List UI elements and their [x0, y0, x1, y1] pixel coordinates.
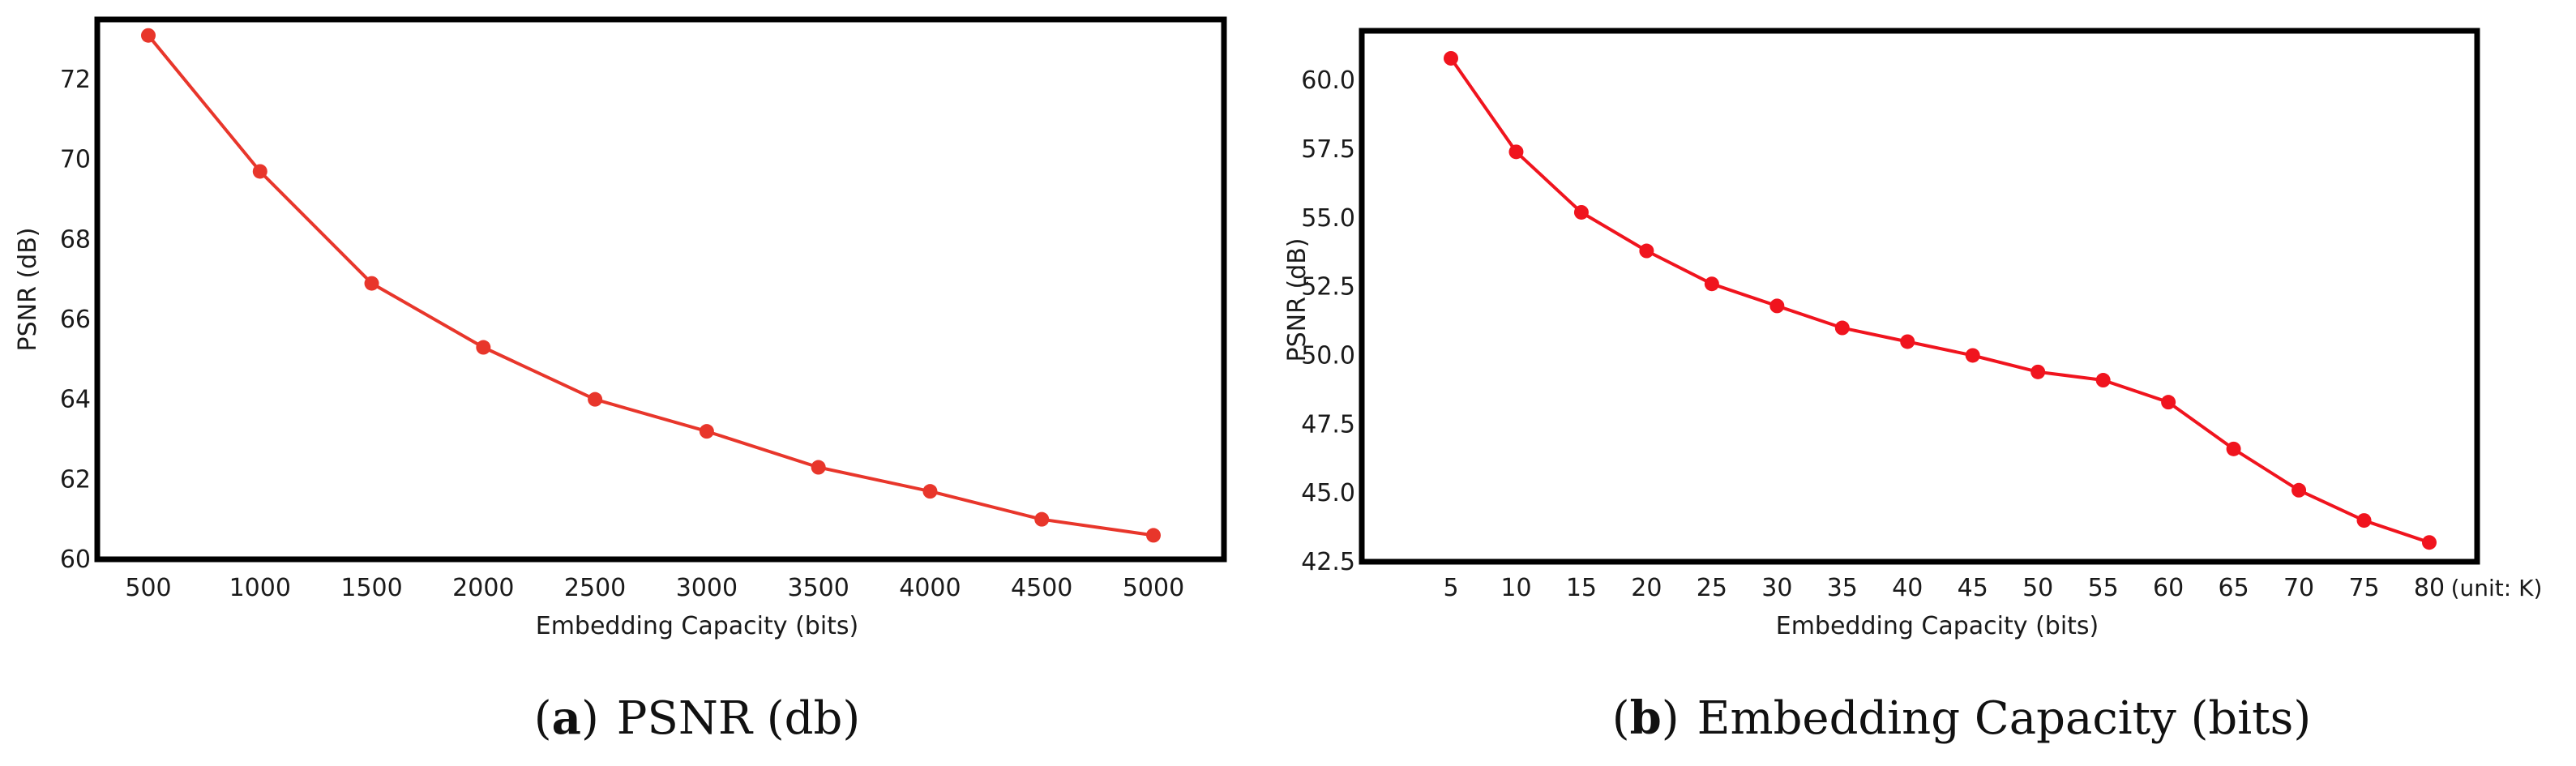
- chart-b-ytick-label: 47.5: [1301, 410, 1355, 439]
- chart-a-plot: [141, 28, 1161, 543]
- chart-a-frame: [94, 16, 1227, 563]
- chart-b-xtick-label: 70: [2283, 574, 2314, 602]
- chart-a-xtick-label: 500: [125, 574, 171, 602]
- chart-a-xticks: 500 1000 1500 2000 2500 3000 3500 4000 4500 5000: [125, 574, 1184, 602]
- chart-b-xtick-label: 5: [1443, 574, 1458, 602]
- chart-b-ytick-label: 55.0: [1301, 204, 1355, 233]
- chart-b-xtick-label: 25: [1697, 574, 1727, 602]
- chart-a-xtick-label: 2000: [452, 574, 514, 602]
- chart-b-data-point: [1965, 348, 1980, 363]
- chart-b-data-point: [1573, 204, 1589, 220]
- chart-a-data-point: [811, 460, 826, 475]
- chart-b-data-point: [2161, 395, 2176, 410]
- chart-a-xtick-label: 3500: [787, 574, 849, 602]
- chart-b-data-point: [1508, 144, 1524, 160]
- chart-b-data-point: [2291, 482, 2307, 498]
- caption-a-close: ): [581, 692, 599, 745]
- chart-a-data-point: [588, 392, 603, 407]
- chart-a-ylabel: PSNR (dB): [14, 228, 42, 352]
- chart-a-series-line: [147, 34, 1154, 537]
- caption-b-close: ): [1662, 692, 1680, 745]
- chart-b-ytick-label: 57.5: [1301, 135, 1355, 164]
- chart-a-xtick-label: 4500: [1011, 574, 1072, 602]
- chart-a-data-point: [699, 424, 714, 439]
- chart-a: PSNR (dB) Embedding Capacity (bits) 500 1…: [14, 16, 1227, 745]
- chart-b-data-point: [1639, 243, 1654, 259]
- chart-b-yticks: 42.5 45.0 47.5 50.0 52.5 55.0 57.5 60.0: [1301, 66, 1355, 576]
- chart-a-data-point: [364, 276, 379, 291]
- caption-a-text: PSNR (db): [617, 692, 860, 745]
- chart-a-ytick-label: 68: [60, 225, 91, 254]
- caption-a-letter: a: [552, 691, 581, 745]
- chart-a-data-point: [141, 28, 156, 43]
- chart-b-series-line: [1449, 57, 2430, 545]
- caption-b: (b) Embedding Capacity (bits): [1612, 691, 2312, 745]
- caption-b-letter: b: [1630, 691, 1662, 745]
- caption-a-open: (: [534, 692, 552, 745]
- chart-b-xtick-label: 50: [2022, 574, 2053, 602]
- chart-b-xtick-label: 55: [2088, 574, 2119, 602]
- chart-a-ytick-label: 62: [60, 465, 91, 494]
- chart-b-unit-note: (unit: K): [2451, 575, 2543, 601]
- chart-b-data-point: [2095, 373, 2111, 388]
- chart-b-xticks: 5 10 15 20 25 30 35 40 45 50 55 60 65 70 75 80: [1443, 574, 2445, 602]
- chart-a-ytick-label: 60: [60, 546, 91, 574]
- chart-b-xtick-label: 20: [1631, 574, 1662, 602]
- chart-b-data-point: [2030, 364, 2046, 379]
- chart-b-data-point: [2356, 513, 2372, 528]
- caption-a: (a) PSNR (db): [534, 691, 860, 745]
- chart-b-xtick-label: 40: [1892, 574, 1923, 602]
- chart-a-ytick-label: 66: [60, 306, 91, 334]
- chart-b-xtick-label: 15: [1566, 574, 1597, 602]
- chart-a-data-point: [252, 164, 267, 179]
- chart-a-xtick-label: 3000: [676, 574, 738, 602]
- chart-a-data-point: [1034, 511, 1050, 527]
- chart-b-ytick-label: 45.0: [1301, 479, 1355, 507]
- chart-b-ytick-label: 50.0: [1301, 341, 1355, 370]
- chart-b-xtick-label: 65: [2219, 574, 2249, 602]
- chart-a-yticks: 60 62 64 66 68 70 72: [60, 66, 91, 574]
- chart-b-xtick-label: 45: [1958, 574, 1988, 602]
- chart-b-xtick-label: 30: [1761, 574, 1792, 602]
- chart-a-xtick-label: 1000: [229, 574, 291, 602]
- chart-b-plot: [1444, 50, 2437, 550]
- chart-b-ytick-label: 52.5: [1301, 273, 1355, 302]
- chart-a-ytick-label: 70: [60, 146, 91, 174]
- chart-b-xtick-label: 60: [2153, 574, 2184, 602]
- chart-b-data-point: [1900, 334, 1915, 349]
- chart-a-xtick-label: 2500: [564, 574, 626, 602]
- chart-b-data-point: [1704, 276, 1719, 292]
- chart-b-data-point: [1444, 50, 1458, 66]
- chart-a-xtick-label: 5000: [1123, 574, 1184, 602]
- chart-a-ytick-label: 64: [60, 386, 91, 414]
- chart-a-data-point: [476, 340, 491, 355]
- chart-a-xlabel: Embedding Capacity (bits): [536, 612, 859, 640]
- chart-b: PSNR (dB) Embedding Capacity (bits) (uni…: [1283, 28, 2543, 745]
- chart-b-xtick-label: 35: [1827, 574, 1858, 602]
- chart-b-xtick-label: 80: [2414, 574, 2445, 602]
- caption-b-text: Embedding Capacity (bits): [1697, 692, 2312, 745]
- chart-b-xtick-label: 75: [2348, 574, 2379, 602]
- chart-a-data-point: [922, 484, 938, 499]
- chart-b-data-point: [2422, 535, 2437, 550]
- chart-a-xtick-label: 4000: [899, 574, 961, 602]
- chart-b-xlabel: Embedding Capacity (bits): [1776, 612, 2099, 640]
- chart-b-data-point: [2226, 441, 2241, 456]
- chart-a-xtick-label: 1500: [340, 574, 402, 602]
- chart-b-xtick-label: 10: [1500, 574, 1531, 602]
- caption-b-open: (: [1612, 692, 1630, 745]
- chart-b-ylabel: PSNR (dB): [1283, 238, 1312, 362]
- chart-b-ytick-label: 60.0: [1301, 66, 1355, 95]
- chart-b-data-point: [1769, 298, 1785, 314]
- chart-a-ytick-label: 72: [60, 66, 91, 94]
- chart-b-frame: [1359, 28, 2480, 565]
- chart-a-data-point: [1146, 528, 1161, 543]
- chart-b-ytick-label: 42.5: [1301, 548, 1355, 576]
- chart-b-data-point: [1834, 320, 1850, 336]
